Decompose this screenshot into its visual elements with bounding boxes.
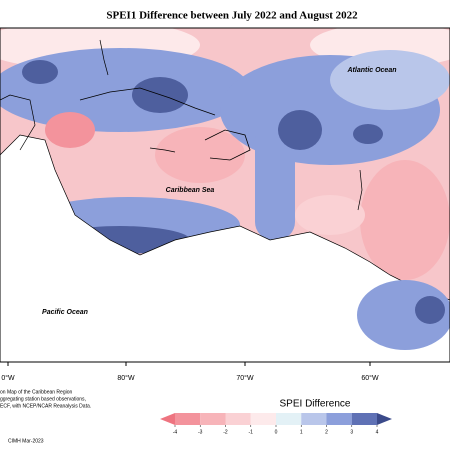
colorbar-tick-label: 3	[350, 429, 353, 435]
colorbar-tick-label: -2	[223, 429, 228, 435]
note: ECF, with NCEP/NCAR Reanalysis Data.	[0, 403, 91, 409]
field	[45, 112, 95, 148]
coastline	[99, 39, 109, 76]
coastline	[357, 169, 363, 211]
colorbar-segment	[250, 413, 276, 425]
colorbar-tick-label: -4	[173, 429, 178, 435]
note: ggregating station based observations,	[0, 396, 86, 402]
map: Atlantic Ocean Caribbean Sea Pacific Oce…	[0, 27, 450, 363]
colorbar-tick-label: 0	[275, 429, 278, 435]
ocean-label: Atlantic Ocean	[346, 67, 396, 74]
lon-tick-label: 70°W	[236, 374, 254, 382]
note: on Map of the Caribbean Region	[0, 389, 72, 395]
colorbar-segment	[175, 413, 201, 425]
sea-label: Caribbean Sea	[166, 187, 215, 194]
longitude-axis: 0°W 80°W 70°W 60°W	[1, 362, 379, 382]
field	[353, 124, 383, 144]
colorbar-tick-label: 2	[325, 429, 328, 435]
colorbar-segment	[225, 413, 251, 425]
title: SPEI1 Difference between July 2022 and A…	[106, 10, 358, 22]
lon-tick-label: 0°W	[1, 374, 15, 382]
field	[295, 195, 365, 235]
colorbar-extension	[160, 413, 175, 425]
field	[22, 60, 58, 84]
colorbar: -4 -3 -2 -1 0 1 2 3 4	[160, 413, 392, 435]
colorbar-title: SPEI Difference	[280, 399, 351, 410]
map-frame	[0, 27, 450, 363]
colorbar-segment	[326, 413, 352, 425]
field	[278, 110, 322, 150]
coastline	[0, 94, 36, 151]
field	[155, 127, 245, 183]
colorbar-tick-label: -3	[198, 429, 203, 435]
field	[255, 120, 295, 240]
field	[415, 296, 445, 324]
field	[360, 160, 450, 280]
colorbar-segment	[276, 413, 302, 425]
field	[330, 50, 450, 110]
colorbar-segment	[351, 413, 377, 425]
colorbar-segment	[200, 413, 226, 425]
coastline	[149, 147, 176, 153]
coastline	[79, 87, 216, 116]
note: CIMH Mar-2023	[8, 438, 44, 444]
ocean-label: Pacific Ocean	[42, 309, 88, 316]
colorbar-segment	[301, 413, 327, 425]
lon-tick-label: 60°W	[361, 374, 379, 382]
colorbar-tick-label: 4	[376, 429, 379, 435]
colorbar-extension	[377, 413, 392, 425]
notes: on Map of the Caribbean Regionggregating…	[0, 389, 91, 444]
coastline	[204, 129, 251, 161]
colorbar-tick-label: 1	[300, 429, 303, 435]
colorbar-tick-label: -1	[249, 429, 254, 435]
lon-tick-label: 80°W	[117, 374, 135, 382]
